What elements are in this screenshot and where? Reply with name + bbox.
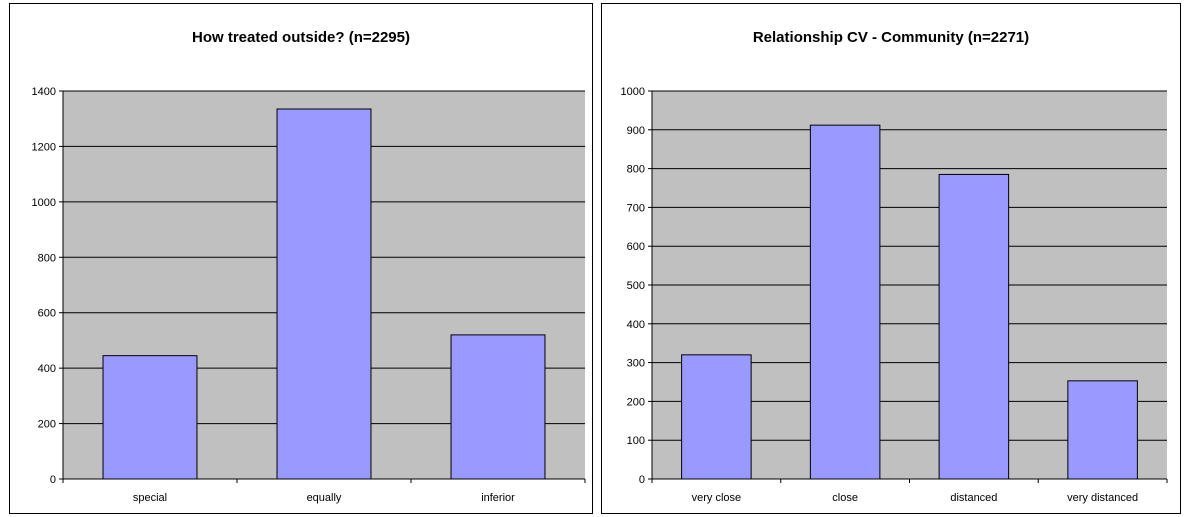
x-tick-label: distanced — [950, 492, 997, 504]
y-tick-label: 600 — [627, 241, 645, 253]
y-tick-label: 200 — [38, 419, 56, 431]
y-tick-label: 400 — [38, 363, 56, 375]
y-tick-label: 500 — [627, 280, 645, 292]
plot-area: 0 200 400 600 800 1000 1200 1400 special equally i… — [32, 86, 586, 504]
y-tick-label: 600 — [38, 308, 56, 320]
bar-special — [102, 355, 198, 480]
x-tick-label: special — [133, 492, 167, 504]
y-tick-label: 800 — [38, 252, 56, 264]
chart-panel-treated-outside: How treated outside? (n=2295) 0 200 400 600… — [9, 3, 593, 514]
y-tick-label: 200 — [627, 396, 645, 408]
chart-treated-outside-svg: How treated outside? (n=2295) 0 200 400 600… — [32, 29, 586, 504]
chart-panel-relationship-cv: Relationship CV - Community (n=2271) 0 10… — [601, 3, 1181, 514]
y-tick-label: 0 — [50, 474, 56, 486]
bar-very-close — [681, 354, 752, 480]
x-tick-label: equally — [307, 492, 342, 504]
y-tick-label: 400 — [627, 319, 645, 331]
y-tick-label: 100 — [627, 435, 645, 447]
bar-very-distanced — [1067, 380, 1138, 480]
y-tick-label: 300 — [627, 358, 645, 370]
y-tick-label: 900 — [627, 125, 645, 137]
y-tick-label: 1200 — [32, 141, 56, 153]
y-tick-label: 1000 — [32, 197, 56, 209]
y-tick-label: 0 — [639, 474, 645, 486]
chart-title: How treated outside? (n=2295) — [192, 29, 410, 46]
plot-area: 0 100 200 300 400 500 600 700 800 900 1000 very clo… — [621, 86, 1168, 504]
chart-relationship-cv-svg: Relationship CV - Community (n=2271) 0 10… — [621, 29, 1168, 504]
y-tick-label: 1000 — [621, 86, 645, 98]
chart-title: Relationship CV - Community (n=2271) — [753, 29, 1029, 46]
x-tick-label: very distanced — [1067, 492, 1138, 504]
x-tick-label: inferior — [481, 492, 515, 504]
y-tick-label: 1400 — [32, 86, 56, 98]
bar-equally — [276, 108, 372, 480]
x-tick-label: very close — [692, 492, 742, 504]
bar-close — [809, 124, 881, 480]
y-tick-label: 700 — [627, 202, 645, 214]
bar-distanced — [938, 173, 1010, 480]
y-tick-label: 800 — [627, 164, 645, 176]
bar-inferior — [450, 334, 546, 480]
x-tick-label: close — [832, 492, 858, 504]
